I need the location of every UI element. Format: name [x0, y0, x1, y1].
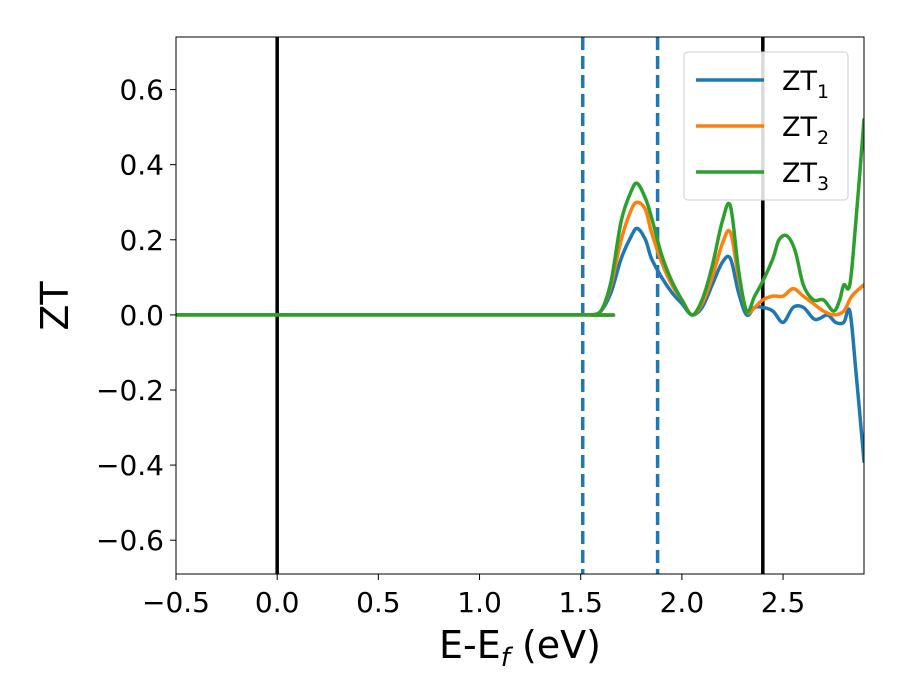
x-tick-label: 1.0	[457, 586, 502, 619]
series-layer	[176, 117, 864, 464]
x-tick-label: −0.5	[142, 586, 210, 619]
plot-frame	[175, 36, 865, 575]
legend-label-zt3: ZT3	[782, 158, 829, 195]
x-tick-label: 2.0	[660, 586, 705, 619]
y-tick-label: 0.4	[119, 149, 164, 182]
legend-label-zt2: ZT2	[782, 112, 829, 149]
x-axis-title: E-Ef (eV)	[439, 623, 601, 673]
y-tick-label: −0.6	[96, 524, 164, 557]
series-line-zt3	[176, 117, 864, 317]
x-axis: −0.5 0.0 0.5 1.0 1.5 2.0 2.5	[142, 574, 805, 619]
y-tick-label: −0.4	[96, 449, 164, 482]
legend-label-zt1: ZT1	[782, 66, 829, 103]
series-line-zt1	[176, 226, 864, 464]
x-tick-label: 2.5	[761, 586, 806, 619]
y-axis-title: ZT	[33, 281, 77, 331]
y-tick-label: 0.2	[119, 224, 164, 257]
series-line-zt2	[176, 200, 864, 317]
x-tick-label: 1.5	[558, 586, 603, 619]
y-tick-label: −0.2	[96, 374, 164, 407]
y-tick-label: 0.6	[119, 74, 164, 107]
x-tick-label: 0.0	[255, 586, 300, 619]
y-tick-label: 0.0	[119, 299, 164, 332]
legend: ZT1 ZT2 ZT3	[683, 51, 849, 201]
legend-box	[683, 51, 849, 201]
y-axis: 0.6 0.4 0.2 0.0 −0.2 −0.4 −0.6	[96, 74, 176, 557]
x-tick-label: 0.5	[356, 586, 401, 619]
